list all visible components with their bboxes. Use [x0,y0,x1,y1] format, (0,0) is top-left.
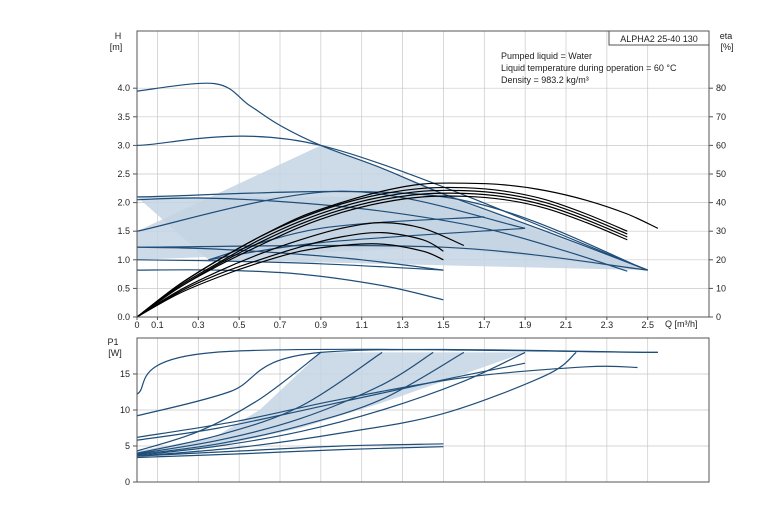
efficiency-curve [136,243,444,318]
efficiency-curve [136,195,628,318]
power-curve [136,446,444,459]
efficiency-tick-label: 30 [716,226,726,236]
power-curve [136,351,383,454]
flow-tick-label: 0.5 [233,320,246,330]
power-tick-label: 0 [125,477,130,487]
flow-tick-label: 0.7 [274,320,287,330]
power-curve [136,348,658,417]
head-tick-label: 3.5 [117,112,130,122]
efficiency-tick-label: 60 [716,140,726,150]
head-chart-axes: 0.0 0.5 1.0 1.5 2.0 2.5 3.0 3.5 4.0 0 10 20 30 40 50 60… [117,83,726,330]
head-tick-label: 1.0 [117,255,130,265]
head-curves [136,82,648,301]
power-curve [136,351,526,456]
power-operating-range [137,352,526,455]
head-curve [136,259,444,271]
head-curve [136,244,648,271]
flow-tick-label: 1.1 [355,320,368,330]
power-curve [136,351,577,457]
pump-model-title: ALPHA2 25-40 130 [620,34,698,44]
head-curve [136,135,648,271]
head-tick-label: 1.5 [117,226,130,236]
flow-tick-label: 1.7 [478,320,491,330]
efficiency-tick-label: 70 [716,112,726,122]
head-tick-label: 2.5 [117,169,130,179]
power-tick-label: 5 [125,441,130,451]
power-curve [136,351,322,452]
power-axis-label: P1 [107,337,118,347]
efficiency-curves [136,182,659,318]
power-curve [136,443,444,457]
power-curve [136,351,465,456]
flow-tick-label: 0 [134,320,139,330]
efficiency-axis-unit: [%] [720,42,733,52]
efficiency-curve [136,189,628,318]
head-curve [136,269,444,301]
efficiency-curve [136,231,444,318]
power-curve [136,365,638,438]
flow-tick-label: 0.3 [192,320,205,330]
flow-tick-label: 0.1 [151,320,164,330]
note-pumped-liquid: Pumped liquid = Water [501,51,592,61]
head-curve [136,82,648,271]
head-curve [136,190,526,232]
power-curve [136,351,434,455]
efficiency-tick-label: 10 [716,283,726,293]
flow-tick-label: 2.3 [601,320,614,330]
power-curve [136,362,526,441]
head-tick-label: 0.0 [117,312,130,322]
note-density: Density = 983.2 kg/m³ [501,75,589,85]
power-axis-unit: [W] [108,348,122,358]
flow-tick-label: 0.9 [315,320,328,330]
flow-tick-label: 1.3 [396,320,409,330]
head-tick-label: 3.0 [117,140,130,150]
head-tick-label: 0.5 [117,283,130,293]
efficiency-tick-label: 0 [716,312,721,322]
head-tick-label: 4.0 [117,83,130,93]
head-curve [136,197,628,272]
efficiency-axis-label: eta [720,31,733,41]
power-tick-label: 15 [120,369,130,379]
head-curve [208,216,485,261]
head-axis-unit: [m] [110,42,123,52]
efficiency-curve [136,186,628,318]
pump-model-box [608,30,710,46]
flow-tick-label: 2.1 [560,320,573,330]
power-tick-label: 10 [120,405,130,415]
efficiency-tick-label: 40 [716,198,726,208]
flow-axis-label: Q [m³/h] [665,319,698,329]
efficiency-curve [136,221,465,318]
efficiency-tick-label: 50 [716,169,726,179]
flow-tick-label: 2.5 [641,320,654,330]
head-axis-label: H [115,31,122,41]
flow-tick-label: 1.5 [437,320,450,330]
head-tick-label: 2.0 [117,198,130,208]
efficiency-tick-label: 80 [716,83,726,93]
power-chart-axes: 0 5 10 15 [120,369,137,487]
power-curves [136,348,658,459]
power-range-area [137,352,526,455]
head-chart-grid [136,31,709,318]
note-liquid-temperature: Liquid temperature during operation = 60… [501,63,677,73]
efficiency-tick-label: 20 [716,255,726,265]
efficiency-curve [136,192,628,318]
flow-tick-label: 1.9 [519,320,532,330]
